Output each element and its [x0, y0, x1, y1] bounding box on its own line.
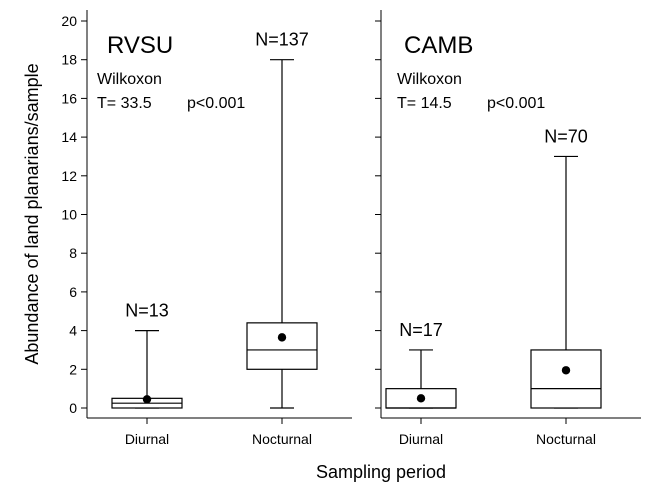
mean-marker — [416, 394, 426, 403]
y-tick-label: 2 — [69, 361, 77, 377]
box-diurnal: N=17 — [385, 320, 457, 409]
p-value: p<0.001 — [187, 95, 245, 112]
x-tick-label: Diurnal — [399, 431, 443, 447]
y-tick-label: 12 — [61, 168, 77, 184]
panel-title: CAMB — [404, 32, 473, 59]
panels-group: 0 2 4 6 8 10 12 14 16 18 20 Diurnal Nocturnal N=13 N=1… — [61, 10, 641, 447]
n-label: N=13 — [125, 301, 169, 321]
panel-title: RVSU — [107, 32, 173, 59]
test-name: Wilkoxon — [397, 71, 462, 88]
box-nocturnal: N=70 — [530, 126, 602, 409]
y-tick-label: 16 — [61, 90, 77, 106]
box-nocturnal: N=137 — [246, 30, 318, 409]
x-axis-label: Sampling period — [316, 462, 446, 482]
x-tick-label: Nocturnal — [536, 431, 596, 447]
y-tick-label: 14 — [61, 129, 77, 145]
test-statistic: T= 33.5 — [97, 95, 152, 112]
n-label: N=137 — [255, 30, 309, 50]
y-tick-label: 8 — [69, 245, 77, 261]
x-tick-label: Diurnal — [125, 431, 169, 447]
y-tick-label: 20 — [61, 13, 77, 29]
iqr-box — [246, 322, 318, 370]
panel-rvsu: 0 2 4 6 8 10 12 14 16 18 20 Diurnal Nocturnal N=13 N=1… — [61, 10, 352, 447]
y-tick-label: 6 — [69, 284, 77, 300]
test-name: Wilkoxon — [97, 71, 162, 88]
p-value: p<0.001 — [487, 95, 545, 112]
y-tick-label: 4 — [69, 323, 77, 339]
iqr-box — [530, 349, 602, 409]
mean-marker — [277, 333, 287, 342]
n-label: N=17 — [399, 320, 443, 340]
n-label: N=70 — [544, 126, 588, 146]
panel-camb: Diurnal Nocturnal N=17 N=70 CAMB Wilkoxon T= 1… — [375, 10, 641, 447]
test-statistic: T= 14.5 — [397, 95, 452, 112]
y-tick-label: 0 — [69, 400, 77, 416]
y-tick-label: 18 — [61, 52, 77, 68]
mean-marker — [561, 366, 571, 375]
y-tick-label: 10 — [61, 207, 77, 223]
box-diurnal: N=13 — [111, 301, 183, 409]
mean-marker — [142, 395, 152, 404]
x-tick-label: Nocturnal — [252, 431, 312, 447]
y-axis-label: Abundance of land planarians/sample — [22, 63, 42, 364]
